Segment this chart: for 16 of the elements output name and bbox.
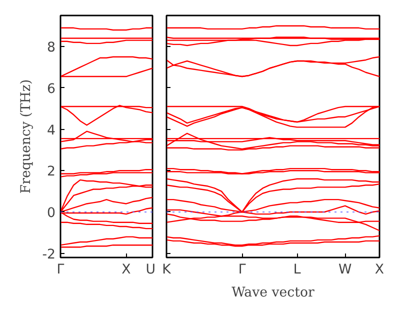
y-tick-label: 8: [47, 40, 56, 56]
x-tick-label: L: [293, 262, 302, 278]
x-tick-label: K: [162, 262, 172, 278]
y-tick-label: -2: [42, 247, 56, 262]
y-tick-label: 6: [47, 82, 56, 97]
y-axis-title: Frequency (THz): [19, 79, 34, 194]
y-tick-label: 0: [47, 206, 56, 221]
x-tick-label: Γ: [238, 262, 246, 278]
x-axis-title: Wave vector: [232, 286, 316, 300]
x-tick-label: X: [374, 262, 384, 278]
y-tick-label: 4: [47, 123, 56, 138]
x-tick-label: U: [146, 262, 156, 278]
x-tick-label: X: [122, 262, 131, 278]
y-tick-label: 2: [47, 164, 56, 180]
x-tick-label: W: [338, 262, 352, 278]
x-tick-label: Γ: [56, 262, 65, 278]
